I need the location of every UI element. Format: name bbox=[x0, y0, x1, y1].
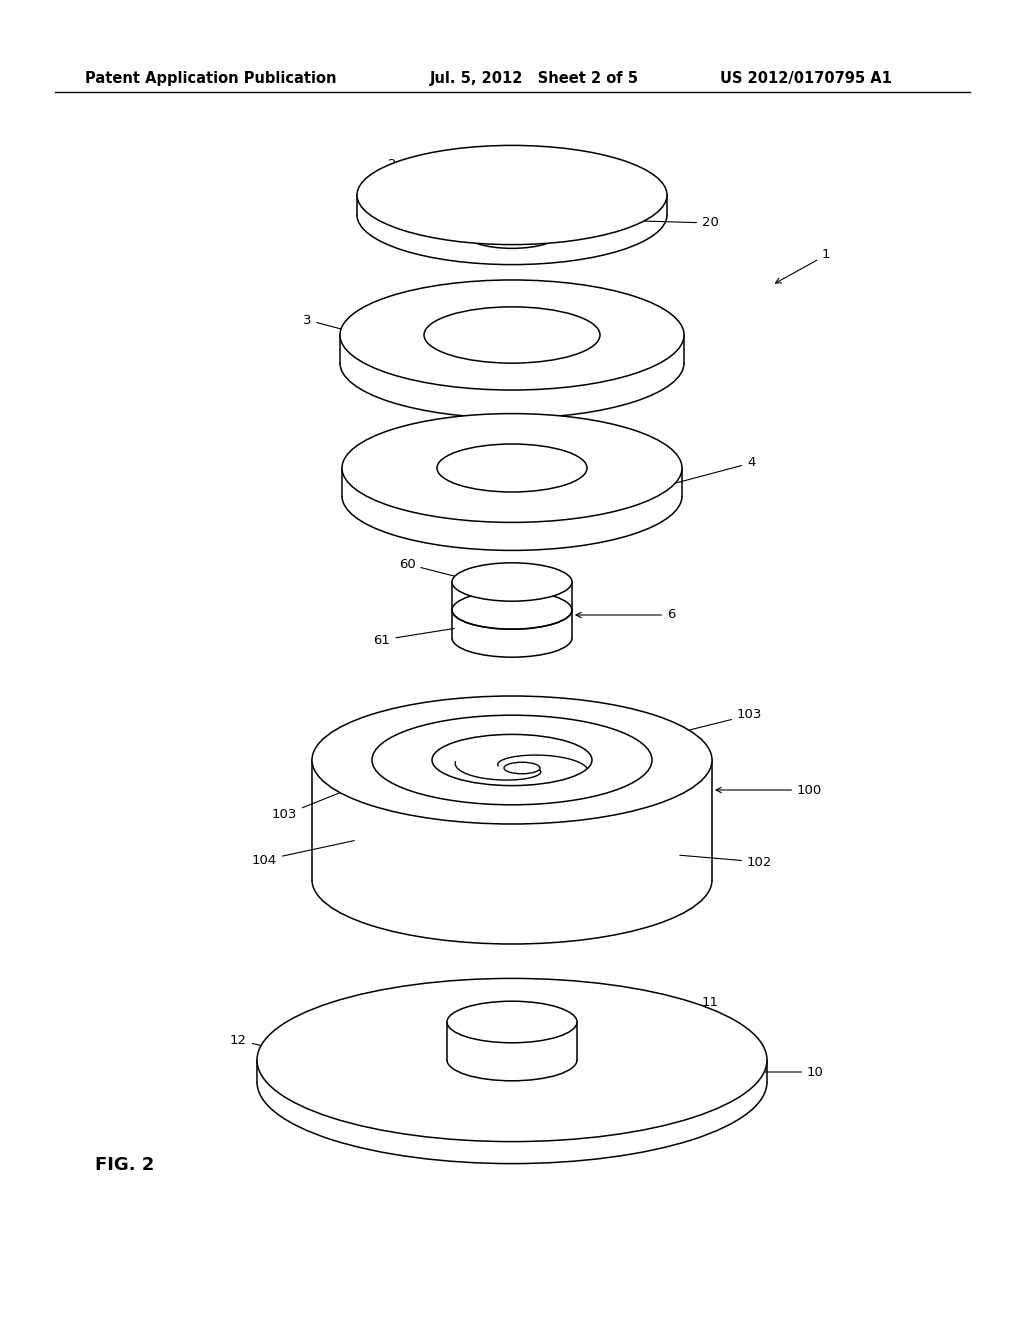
Text: 3: 3 bbox=[303, 314, 399, 345]
Text: 12: 12 bbox=[230, 1034, 349, 1068]
Text: 102: 102 bbox=[680, 855, 772, 869]
Ellipse shape bbox=[424, 306, 600, 363]
Text: 101: 101 bbox=[344, 723, 479, 767]
Text: Jul. 5, 2012   Sheet 2 of 5: Jul. 5, 2012 Sheet 2 of 5 bbox=[430, 70, 639, 86]
Text: US 2012/0170795 A1: US 2012/0170795 A1 bbox=[720, 70, 892, 86]
Ellipse shape bbox=[464, 199, 560, 231]
Text: 100: 100 bbox=[716, 784, 822, 796]
Text: Patent Application Publication: Patent Application Publication bbox=[85, 70, 337, 86]
Ellipse shape bbox=[312, 696, 712, 824]
Text: FIG. 2: FIG. 2 bbox=[95, 1156, 155, 1173]
Ellipse shape bbox=[372, 715, 652, 805]
Text: 11: 11 bbox=[545, 995, 719, 1036]
Text: 60: 60 bbox=[398, 557, 495, 586]
Text: 103: 103 bbox=[271, 776, 381, 821]
Text: 6: 6 bbox=[577, 609, 676, 622]
Text: 1: 1 bbox=[775, 248, 830, 282]
Text: 20: 20 bbox=[609, 216, 719, 230]
Ellipse shape bbox=[342, 413, 682, 523]
Ellipse shape bbox=[437, 444, 587, 492]
Text: 103: 103 bbox=[620, 709, 763, 747]
Ellipse shape bbox=[504, 762, 540, 774]
Text: 10: 10 bbox=[756, 1065, 824, 1078]
Ellipse shape bbox=[432, 734, 592, 785]
Text: 61: 61 bbox=[374, 628, 455, 647]
Text: 104: 104 bbox=[252, 841, 354, 866]
Ellipse shape bbox=[257, 978, 767, 1142]
Ellipse shape bbox=[447, 1001, 577, 1043]
Text: 4: 4 bbox=[659, 457, 756, 487]
Ellipse shape bbox=[452, 591, 572, 630]
Text: 2: 2 bbox=[388, 158, 450, 203]
Ellipse shape bbox=[452, 562, 572, 601]
Ellipse shape bbox=[357, 145, 667, 244]
Ellipse shape bbox=[340, 280, 684, 389]
